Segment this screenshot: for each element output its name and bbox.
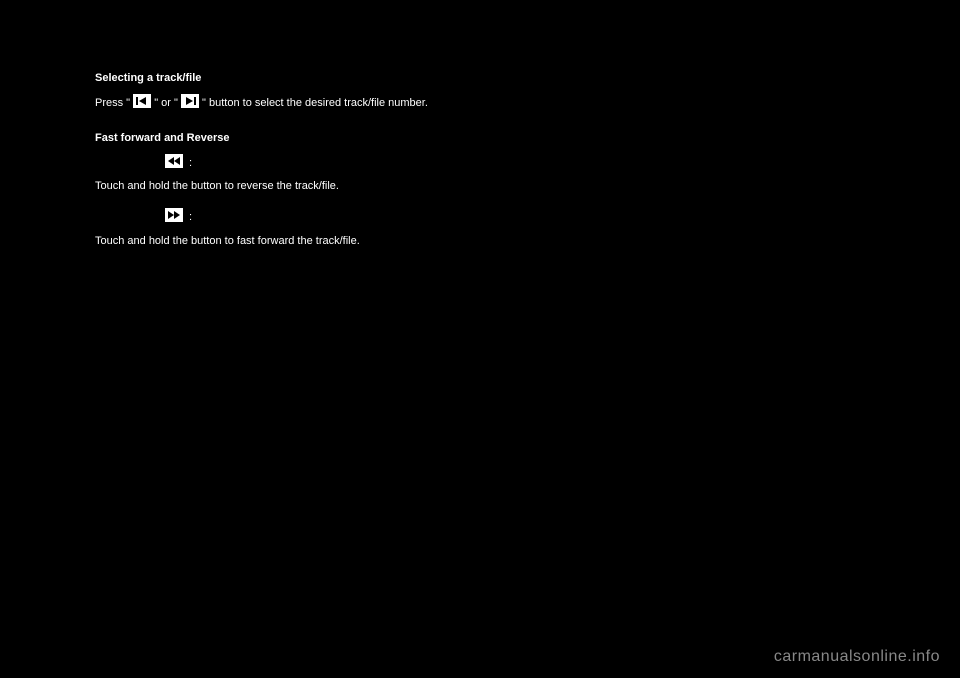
ff-rev-section: Fast forward and Reverse : Touch and hol… (95, 130, 495, 250)
next-track-icon (181, 94, 199, 108)
rewind-icon (165, 154, 183, 168)
fwd-colon: : (189, 209, 192, 227)
skip-text-mid: " or " (154, 97, 178, 109)
fwd-description: Touch and hold the button to fast forwar… (95, 233, 495, 251)
skip-text-suffix: " button to select the desired track/fil… (202, 97, 428, 109)
rewind-icon-wrapper (165, 154, 183, 173)
skip-heading: Selecting a track/file (95, 70, 495, 88)
prev-track-icon (133, 94, 151, 108)
skip-instruction-row: Press " " or " " button to select the de… (95, 94, 495, 113)
reverse-row: : (95, 154, 495, 175)
ffrev-heading: Fast forward and Reverse (95, 130, 495, 148)
forward-row: : (95, 208, 495, 229)
fastforward-icon (165, 208, 183, 222)
skip-text-prefix: Press " (95, 97, 130, 109)
fastforward-icon-wrapper (165, 208, 183, 227)
rev-colon: : (189, 155, 192, 173)
skip-track-section: Selecting a track/file Press " " or " " … (95, 70, 495, 112)
rev-description: Touch and hold the button to reverse the… (95, 178, 495, 196)
watermark-text: carmanualsonline.info (774, 648, 940, 666)
manual-page-content: Selecting a track/file Press " " or " " … (95, 70, 495, 268)
